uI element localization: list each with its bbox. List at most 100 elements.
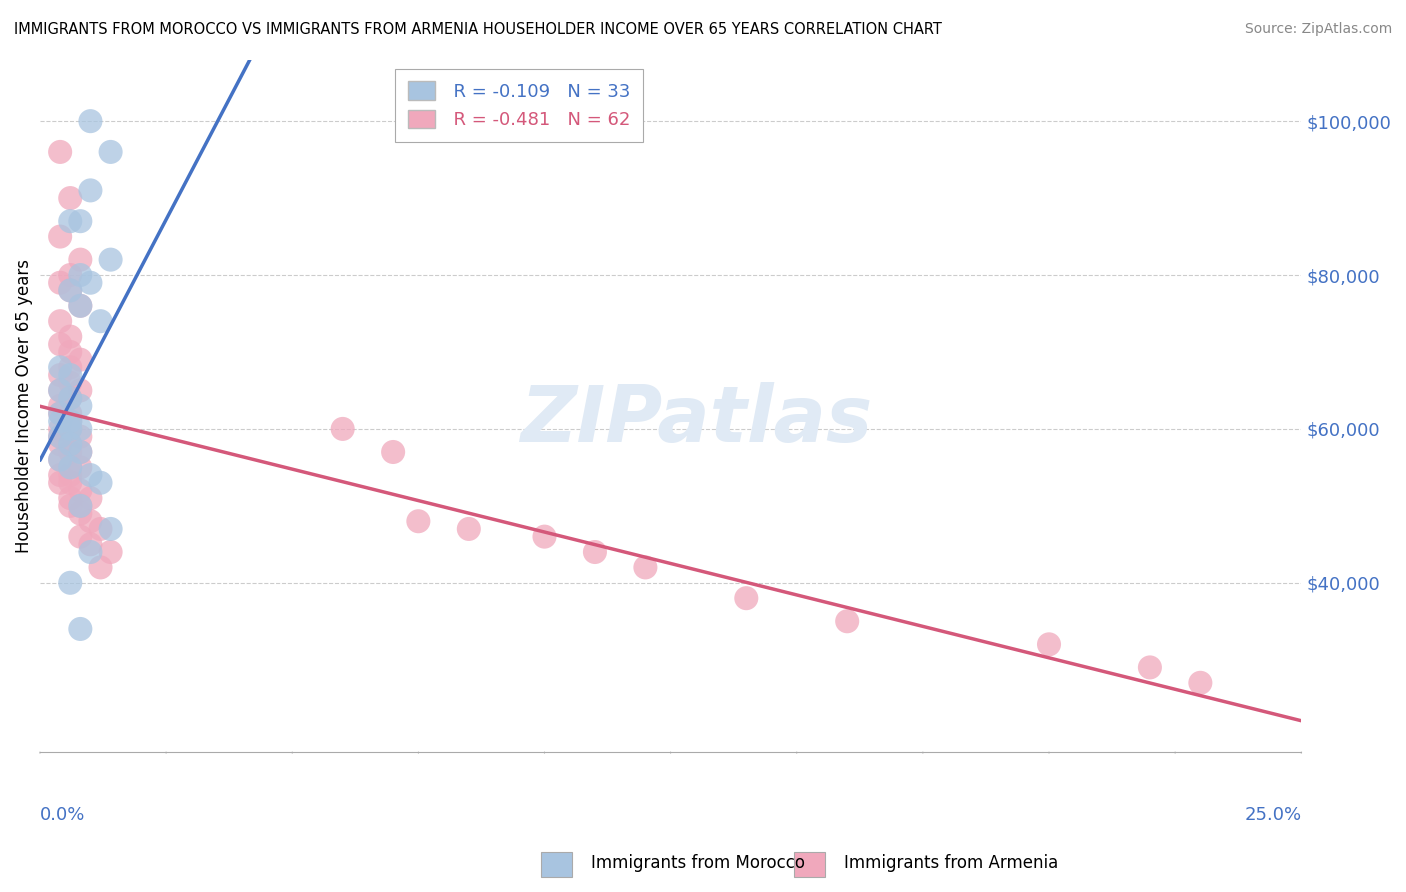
Point [49, 422, 72, 436]
Point [59, 268, 82, 282]
Point [59, 329, 82, 343]
Text: Immigrants from Armenia: Immigrants from Armenia [844, 855, 1057, 872]
Point [59, 437, 82, 451]
Point [69, 299, 91, 313]
Point [59, 284, 82, 298]
Point [69, 268, 91, 282]
Text: Immigrants from Morocco: Immigrants from Morocco [591, 855, 804, 872]
Point [79, 514, 101, 528]
Point [69, 499, 91, 513]
Point [49, 384, 72, 398]
Point [59, 368, 82, 382]
Point [100, 252, 122, 267]
Point [49, 414, 72, 428]
Point [1038, 637, 1060, 651]
Point [69, 445, 91, 459]
Point [69, 483, 91, 498]
Point [69, 507, 91, 521]
Point [59, 422, 82, 436]
Point [49, 468, 72, 483]
Point [49, 145, 72, 159]
Point [49, 429, 72, 443]
Point [583, 545, 606, 559]
Point [59, 499, 82, 513]
FancyBboxPatch shape [794, 852, 825, 877]
Point [837, 614, 859, 628]
Point [49, 384, 72, 398]
Point [69, 429, 91, 443]
Point [59, 460, 82, 475]
Y-axis label: Householder Income Over 65 years: Householder Income Over 65 years [15, 259, 32, 553]
Point [100, 145, 122, 159]
Point [59, 422, 82, 436]
Point [1139, 660, 1161, 674]
Point [89, 314, 111, 328]
Point [49, 314, 72, 328]
Point [79, 276, 101, 290]
Point [49, 399, 72, 413]
Point [49, 276, 72, 290]
Point [69, 530, 91, 544]
Point [59, 575, 82, 590]
Point [332, 422, 354, 436]
Point [382, 445, 405, 459]
Point [49, 407, 72, 421]
Point [59, 445, 82, 459]
Point [69, 445, 91, 459]
Point [69, 399, 91, 413]
Point [634, 560, 657, 574]
Point [69, 622, 91, 636]
Point [69, 214, 91, 228]
Point [59, 360, 82, 375]
Point [69, 460, 91, 475]
Point [59, 460, 82, 475]
Point [79, 468, 101, 483]
Point [533, 530, 555, 544]
Point [49, 360, 72, 375]
Point [59, 284, 82, 298]
Point [49, 452, 72, 467]
Point [79, 114, 101, 128]
Text: IMMIGRANTS FROM MOROCCO VS IMMIGRANTS FROM ARMENIA HOUSEHOLDER INCOME OVER 65 YE: IMMIGRANTS FROM MOROCCO VS IMMIGRANTS FR… [14, 22, 942, 37]
Point [735, 591, 758, 606]
Point [100, 522, 122, 536]
Point [89, 475, 111, 490]
Legend:   R = -0.109   N = 33,   R = -0.481   N = 62: R = -0.109 N = 33, R = -0.481 N = 62 [395, 69, 643, 142]
Point [69, 422, 91, 436]
Point [69, 352, 91, 367]
Text: Source: ZipAtlas.com: Source: ZipAtlas.com [1244, 22, 1392, 37]
Point [49, 229, 72, 244]
Point [49, 475, 72, 490]
Point [1189, 675, 1212, 690]
Point [59, 214, 82, 228]
Point [59, 407, 82, 421]
Point [69, 499, 91, 513]
Point [59, 376, 82, 390]
Point [59, 468, 82, 483]
Point [59, 391, 82, 405]
Point [89, 560, 111, 574]
Point [79, 491, 101, 505]
Point [59, 191, 82, 205]
Point [89, 522, 111, 536]
Point [49, 452, 72, 467]
Point [49, 429, 72, 443]
Point [59, 414, 82, 428]
Point [100, 545, 122, 559]
Point [69, 252, 91, 267]
Point [49, 407, 72, 421]
Point [49, 437, 72, 451]
Point [79, 545, 101, 559]
Point [69, 299, 91, 313]
Text: ZIPatlas: ZIPatlas [520, 382, 872, 458]
Point [59, 391, 82, 405]
Point [59, 414, 82, 428]
Point [49, 337, 72, 351]
Point [408, 514, 430, 528]
Point [59, 345, 82, 359]
Point [79, 537, 101, 551]
FancyBboxPatch shape [541, 852, 572, 877]
Point [59, 491, 82, 505]
Point [49, 368, 72, 382]
Text: 0.0%: 0.0% [39, 805, 86, 824]
